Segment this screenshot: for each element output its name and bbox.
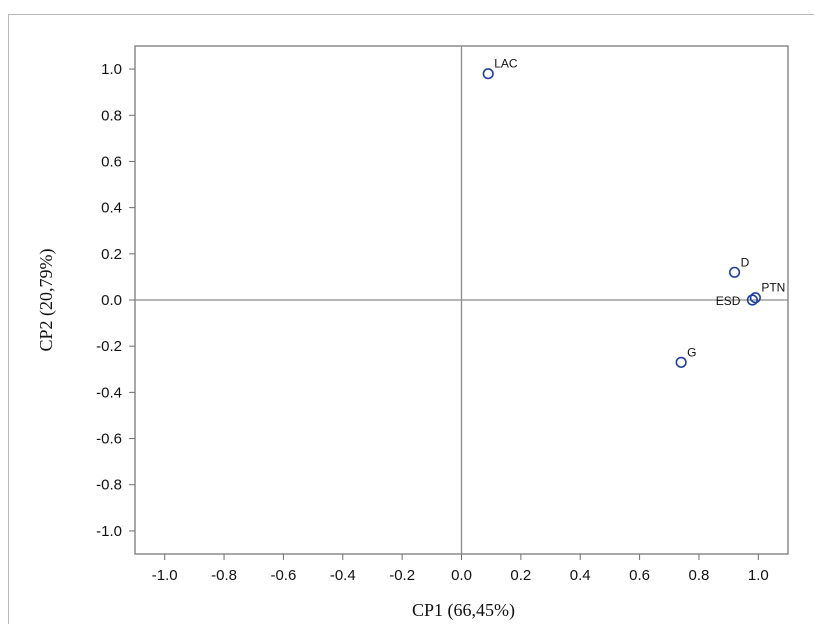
x-tick-label: -0.6 — [270, 567, 296, 584]
y-tick-label: 0.4 — [101, 200, 122, 217]
y-tick-label: -0.8 — [96, 477, 122, 494]
point-label-lac: LAC — [494, 57, 518, 71]
point-label-d: D — [741, 255, 750, 269]
x-tick-label: 0.4 — [570, 567, 591, 584]
x-tick-label: 0.0 — [451, 567, 472, 584]
y-tick-label: -0.4 — [96, 384, 122, 401]
point-label-ptn: PTN — [761, 281, 785, 295]
data-point-lac — [482, 68, 494, 80]
x-tick-label: -1.0 — [152, 567, 178, 584]
data-point-d — [728, 266, 741, 278]
data-point-esd — [746, 294, 758, 306]
y-tick-label: 0.6 — [101, 153, 122, 170]
x-tick-label: 0.8 — [689, 567, 710, 584]
x-tick-label: -0.4 — [330, 567, 356, 584]
y-axis-title: CP2 (20,79%) — [36, 248, 57, 351]
y-tick-label: -1.0 — [96, 523, 122, 540]
data-point-ptn — [749, 292, 761, 304]
x-tick-label: 0.6 — [629, 567, 650, 584]
y-tick-label: 0.8 — [101, 107, 122, 124]
point-label-esd: ESD — [716, 294, 741, 308]
data-point-g — [675, 356, 687, 368]
y-tick-label: 0.0 — [101, 292, 122, 309]
x-tick-label: 0.2 — [510, 567, 531, 584]
x-tick-label: -0.8 — [211, 567, 237, 584]
y-tick-label: 0.2 — [101, 246, 122, 263]
x-axis-title: CP1 (66,45%) — [412, 600, 515, 621]
x-tick-label: -0.2 — [389, 567, 415, 584]
y-tick-label: 1.0 — [101, 61, 122, 78]
x-tick-label: 1.0 — [748, 567, 769, 584]
point-label-g: G — [687, 345, 696, 359]
y-tick-label: -0.2 — [96, 338, 122, 355]
chart-frame — [8, 14, 814, 624]
y-tick-label: -0.6 — [96, 431, 122, 448]
